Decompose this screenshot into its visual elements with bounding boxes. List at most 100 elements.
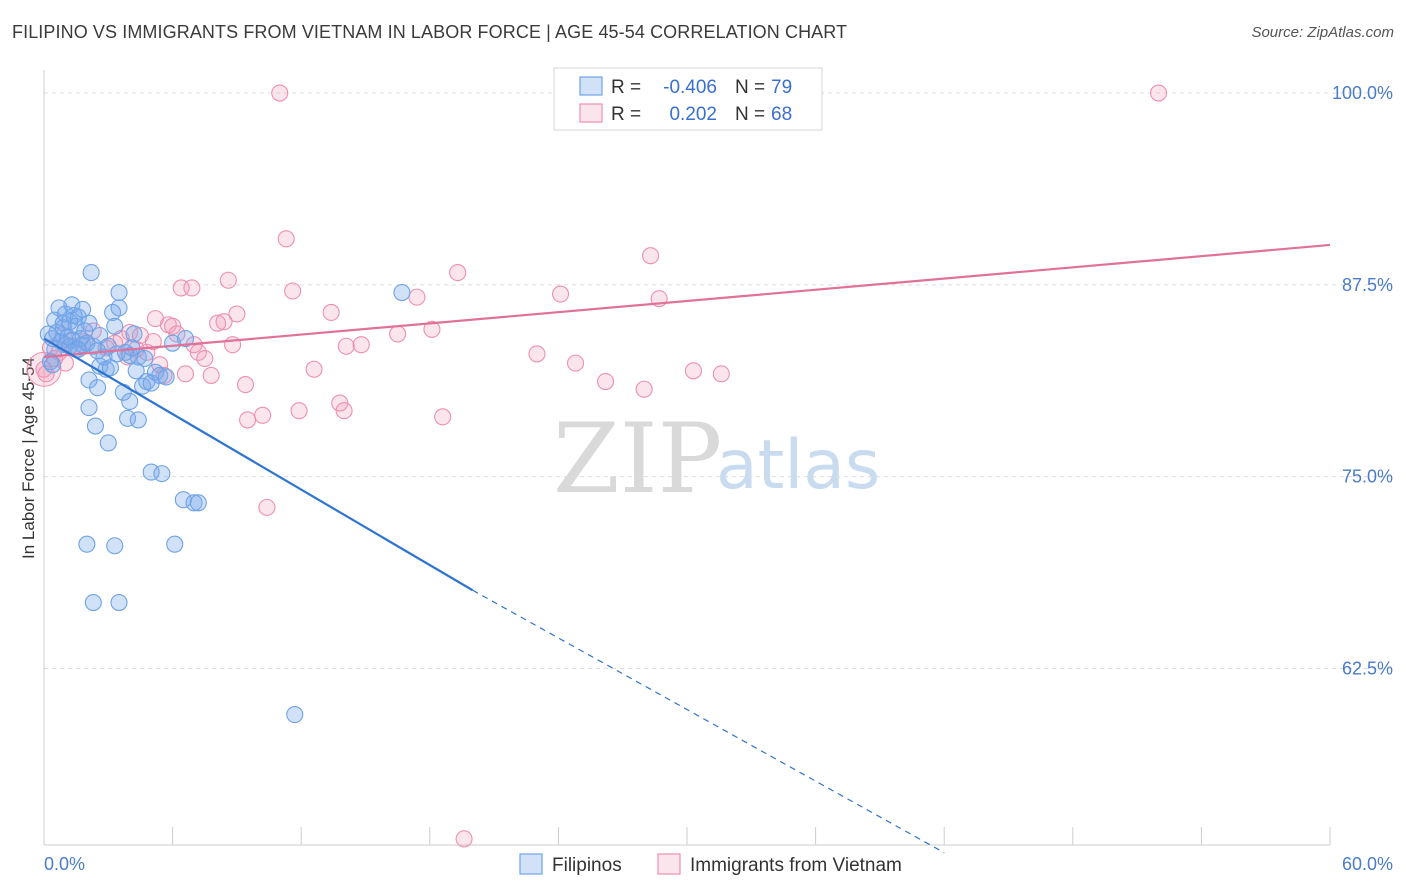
filipino-point [189, 494, 207, 512]
legend-swatch-vietnam [579, 103, 603, 123]
vietnam-point [712, 365, 730, 383]
filipino-point [54, 319, 72, 337]
vietnam-point [196, 349, 214, 368]
x-tick-labels: 0.0% 60.0% [44, 854, 1393, 874]
filipino-point [121, 392, 139, 411]
vietnam-point [258, 498, 276, 516]
filipino-point [157, 368, 175, 386]
vietnam-point [352, 336, 370, 354]
vietnam-point [209, 314, 227, 332]
filipino-point [153, 465, 171, 483]
vietnam-point [236, 376, 255, 394]
bottom-legend-label-filipinos: Filipinos [552, 855, 622, 876]
filipino-point [129, 411, 147, 429]
filipino-point [136, 349, 154, 368]
filipino-point [80, 314, 98, 332]
watermark-atlas: atlas [716, 426, 880, 505]
vietnam-point [277, 230, 295, 248]
chart-source: Source: ZipAtlas.com [1251, 24, 1394, 41]
y-tick-label: 62.5% [1342, 659, 1393, 679]
x-tick-label-max: 60.0% [1342, 854, 1393, 874]
y-tick-labels: 100.0% 87.5% 75.0% 62.5% [1332, 83, 1393, 678]
filipino-point [44, 356, 62, 374]
chart-title: FILIPINO VS IMMIGRANTS FROM VIETNAM IN L… [12, 22, 848, 42]
filipino-point [78, 535, 96, 553]
filipino-point [110, 593, 128, 612]
vietnam-point [176, 365, 195, 383]
legend-n-label-filipinos: N = [735, 77, 765, 98]
trend-lines [43, 243, 1331, 854]
filipino-point [106, 537, 124, 555]
bottom-legend-swatch-filipinos [519, 853, 543, 875]
vietnam-point [449, 264, 467, 282]
filipino-points [39, 264, 411, 724]
vietnam-point [597, 372, 615, 391]
vietnam-point [228, 305, 246, 323]
filipino-point [74, 300, 92, 318]
filipino-point [185, 494, 203, 512]
vietnam-points [26, 84, 1168, 848]
filipino-point [61, 313, 79, 331]
filipino-point [106, 317, 124, 335]
x-tick-label-min: 0.0% [44, 854, 85, 874]
vietnam-point [408, 288, 426, 306]
vietnam-trend-line [43, 243, 1331, 359]
legend-r-label-vietnam: R = [611, 104, 641, 125]
legend-n-value-filipinos: 79 [771, 77, 792, 98]
filipino-point [151, 366, 169, 384]
filipino-point [119, 409, 137, 427]
filipino-point [286, 706, 304, 724]
legend-box [553, 67, 823, 131]
filipino-point [125, 325, 143, 343]
filipino-point [82, 264, 100, 282]
filipino-point [99, 434, 117, 452]
vietnam-point [528, 345, 546, 363]
bottom-legend: Filipinos Immigrants from Vietnam [519, 853, 902, 876]
vietnam-point [305, 360, 323, 378]
filipino-point [166, 535, 184, 553]
watermark: ZIP atlas [553, 403, 880, 515]
vietnam-point [434, 408, 452, 426]
vietnam-point [290, 402, 308, 420]
filipino-point [89, 379, 107, 397]
bottom-legend-swatch-vietnam [657, 853, 681, 875]
vietnam-point [219, 271, 237, 289]
y-tick-label: 87.5% [1342, 275, 1393, 295]
filipino-point [142, 463, 160, 481]
filipino-point [393, 283, 411, 302]
vietnam-point [551, 285, 570, 303]
vietnam-point [271, 84, 289, 102]
filipino-point [84, 593, 102, 612]
filipino-trend-extension [472, 589, 945, 854]
bottom-legend-label-vietnam: Immigrants from Vietnam [690, 855, 902, 876]
vietnam-point [202, 366, 220, 384]
vietnam-point [684, 362, 702, 380]
vietnam-point [284, 282, 302, 300]
vietnam-point [168, 325, 186, 343]
legend-swatch-filipinos [579, 76, 603, 96]
legend-n-label-vietnam: N = [735, 104, 765, 125]
watermark-zip: ZIP [553, 403, 722, 515]
legend-r-label-filipinos: R = [611, 77, 641, 98]
filipino-point [101, 359, 119, 377]
vietnam-point [254, 406, 272, 424]
vietnam-point [183, 279, 201, 297]
vietnam-point [144, 333, 162, 351]
vietnam-point [455, 830, 473, 848]
vietnam-point [337, 337, 355, 355]
filipino-point [110, 283, 128, 302]
vietnam-point [642, 247, 660, 265]
legend: R = -0.406 N = 79 R = 0.202 N = 68 [553, 67, 823, 131]
vietnam-point [566, 354, 585, 372]
vietnam-point [215, 313, 233, 331]
filipino-point [110, 299, 128, 317]
vietnam-point [322, 303, 340, 322]
filipino-point [80, 399, 98, 417]
legend-n-value-vietnam: 68 [771, 104, 792, 125]
y-tick-label: 100.0% [1332, 83, 1393, 103]
vietnam-point [239, 411, 257, 429]
filipino-point [86, 417, 104, 435]
filipino-point [127, 362, 145, 380]
axes [43, 70, 1331, 846]
